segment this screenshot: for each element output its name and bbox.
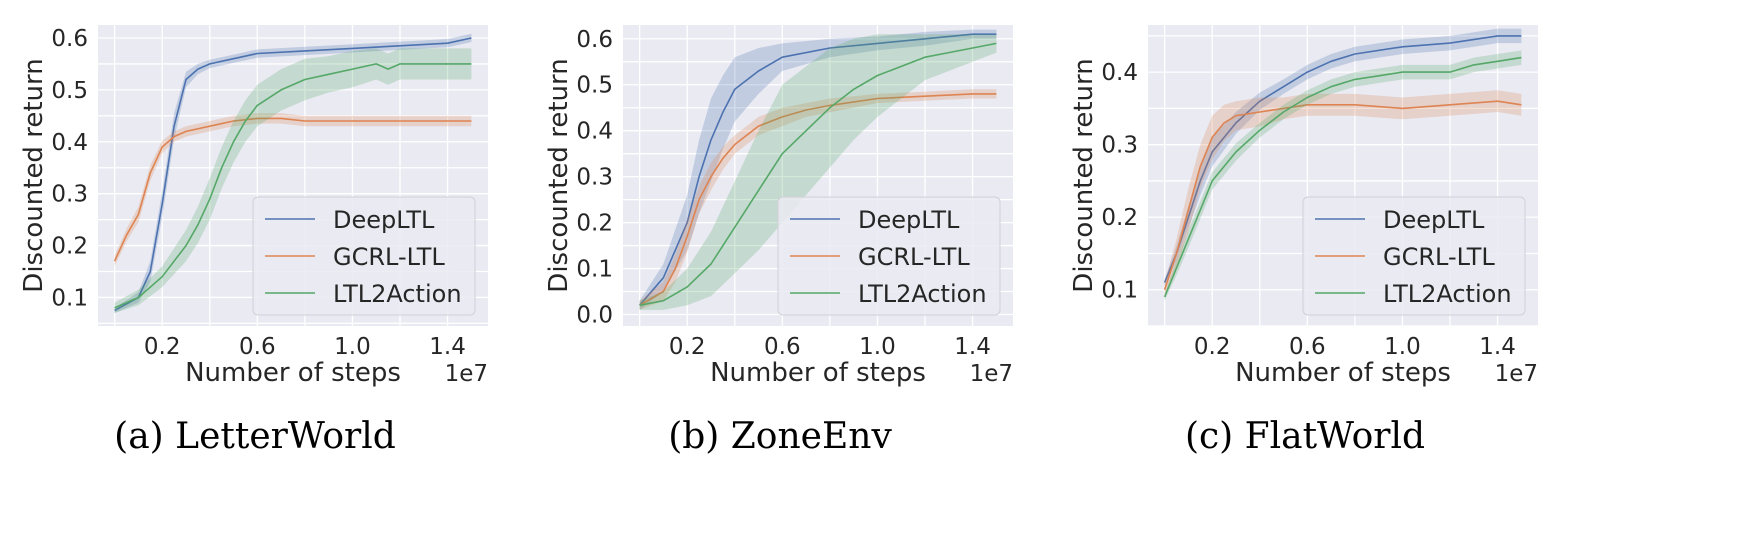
series-line-LTL2Action bbox=[1163, 56, 1522, 298]
y-axis-title: Discounted return bbox=[19, 58, 49, 292]
x-axis-title: Number of steps bbox=[185, 358, 401, 388]
y-tick-label: 0.2 bbox=[51, 234, 88, 260]
series-line-LTL2Action bbox=[114, 63, 472, 309]
legend-label: GCRL-LTL bbox=[858, 243, 970, 271]
x-tick-label: 1.0 bbox=[859, 334, 896, 360]
x-tick-label: 1.4 bbox=[429, 334, 466, 360]
legend-label: GCRL-LTL bbox=[1383, 243, 1495, 271]
gridlines bbox=[1148, 25, 1538, 327]
y-tick-label: 0.3 bbox=[1101, 133, 1138, 159]
y-tick-label: 0.3 bbox=[576, 165, 613, 191]
legend: DeepLTL GCRL-LTL LTL2Action bbox=[252, 196, 476, 316]
subfigure-caption: (b) ZoneEnv bbox=[668, 416, 892, 457]
legend-label: DeepLTL bbox=[333, 206, 435, 234]
x-tick-label: 1.0 bbox=[334, 334, 371, 360]
series-line-LTL2Action bbox=[639, 42, 997, 307]
y-tick-label: 0.4 bbox=[576, 119, 613, 145]
series-line-GCRL-LTL bbox=[639, 93, 997, 306]
x-axis-title: Number of steps bbox=[710, 358, 926, 388]
y-tick-label: 0.5 bbox=[576, 73, 613, 99]
x-tick-label: 1.4 bbox=[954, 334, 991, 360]
x-tick-label: 0.2 bbox=[144, 334, 181, 360]
y-tick-label: 0.4 bbox=[1101, 60, 1138, 86]
y-tick-label: 0.0 bbox=[576, 303, 613, 329]
series-line-GCRL-LTL bbox=[1163, 100, 1522, 290]
legend-label: GCRL-LTL bbox=[333, 243, 445, 271]
series-band-GCRL-LTL bbox=[639, 89, 997, 310]
chart-panel-3: 0.2 0.6 1.0 1.4 0.1 0.2 0.3 0.4 Number of steps D… bbox=[1069, 25, 1538, 457]
series-line-DeepLTL bbox=[638, 33, 997, 306]
y-tick-label: 0.2 bbox=[1101, 205, 1138, 231]
series-line-GCRL-LTL bbox=[113, 117, 472, 262]
x-tick-label: 0.2 bbox=[1194, 334, 1231, 360]
legend-label: LTL2Action bbox=[1383, 280, 1512, 308]
legend-box bbox=[1302, 196, 1526, 316]
legend-label: LTL2Action bbox=[333, 280, 462, 308]
x-tick-label: 1.4 bbox=[1479, 334, 1516, 360]
series-band-LTL2Action bbox=[639, 34, 997, 310]
legend: DeepLTL GCRL-LTL LTL2Action bbox=[777, 196, 1001, 316]
y-tick-label: 0.5 bbox=[51, 78, 88, 104]
y-tick-label: 0.1 bbox=[51, 285, 88, 311]
legend: DeepLTL GCRL-LTL LTL2Action bbox=[1302, 196, 1526, 316]
y-axis-title: Discounted return bbox=[1069, 58, 1099, 292]
chart-panel-2: 0.2 0.6 1.0 1.40.00.10.20.30.40.50.6Number … bbox=[544, 25, 1013, 457]
x-tick-label: 0.2 bbox=[669, 334, 706, 360]
y-axis-title: Discounted return bbox=[544, 58, 574, 292]
y-tick-label: 0.3 bbox=[51, 182, 88, 208]
legend-label: DeepLTL bbox=[858, 206, 960, 234]
x-offset-text: 1e7 bbox=[970, 361, 1013, 387]
subfigure-caption: (c) FlatWorld bbox=[1185, 416, 1425, 457]
legend-label: DeepLTL bbox=[1383, 206, 1485, 234]
y-tick-label: 0.2 bbox=[576, 211, 613, 237]
y-tick-label: 0.1 bbox=[1101, 278, 1138, 304]
x-tick-label: 1.0 bbox=[1384, 334, 1421, 360]
y-tick-label: 0.4 bbox=[51, 130, 88, 156]
x-offset-text: 1e7 bbox=[445, 361, 488, 387]
x-tick-label: 0.6 bbox=[1289, 334, 1326, 360]
x-offset-text: 1e7 bbox=[1495, 361, 1538, 387]
legend-box bbox=[777, 196, 1001, 316]
subfigure-caption: (a) LetterWorld bbox=[114, 416, 396, 457]
legend-box bbox=[252, 196, 476, 316]
series-band-GCRL-LTL bbox=[1164, 90, 1522, 297]
y-tick-label: 0.6 bbox=[51, 26, 88, 52]
y-tick-label: 0.6 bbox=[576, 27, 613, 53]
x-axis-title: Number of steps bbox=[1235, 358, 1451, 388]
series-line-DeepLTL bbox=[1163, 35, 1522, 283]
x-tick-label: 0.6 bbox=[239, 334, 276, 360]
legend-label: LTL2Action bbox=[858, 280, 987, 308]
x-tick-label: 0.6 bbox=[764, 334, 801, 360]
y-tick-label: 0.1 bbox=[576, 257, 613, 283]
series-line-DeepLTL bbox=[114, 37, 472, 312]
